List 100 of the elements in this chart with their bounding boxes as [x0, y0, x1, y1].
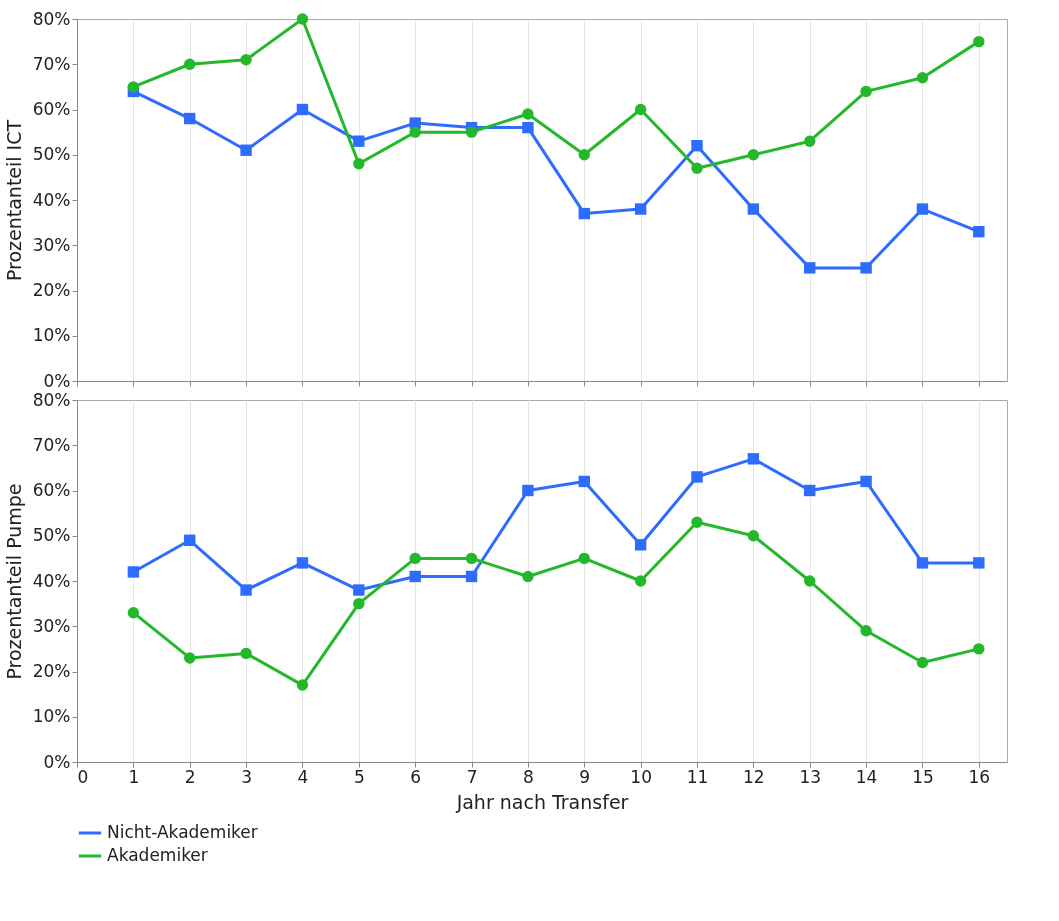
- point: [184, 652, 196, 664]
- point: [691, 516, 703, 528]
- y-tick-label: 10%: [32, 325, 71, 346]
- x-tick-label: 4: [297, 766, 309, 787]
- legend-label: Akademiker: [107, 845, 208, 865]
- x-tick-label: 9: [579, 766, 591, 787]
- x-tick-label: 2: [184, 766, 196, 787]
- y-tick-label: 0%: [43, 751, 71, 772]
- point: [240, 647, 252, 660]
- legend-label: Nicht-Akademiker: [107, 822, 258, 842]
- point: [353, 584, 365, 596]
- point: [296, 103, 309, 116]
- point: [465, 552, 478, 565]
- x-tick-label: 14: [855, 766, 878, 787]
- point: [127, 606, 140, 619]
- y-tick-label: 70%: [32, 434, 71, 455]
- x-tick-label: 8: [522, 766, 534, 787]
- point: [240, 144, 252, 156]
- point: [916, 203, 929, 215]
- point: [409, 552, 421, 565]
- x-tick-label: 6: [410, 766, 422, 787]
- point: [860, 475, 872, 488]
- point: [973, 225, 985, 238]
- x-tick-label: 0: [77, 766, 89, 787]
- point: [522, 121, 534, 134]
- y-tick-label: 60%: [32, 480, 71, 500]
- x-tick-label: 10: [630, 766, 652, 787]
- point: [353, 597, 365, 610]
- x-tick-label: 11: [686, 766, 709, 787]
- point: [240, 584, 252, 596]
- point: [522, 570, 534, 583]
- point: [353, 135, 365, 147]
- y-tick-label: 70%: [32, 53, 71, 74]
- point: [578, 207, 590, 220]
- y-tick-label: 30%: [32, 615, 71, 636]
- point: [747, 149, 760, 161]
- y-tick-label: 30%: [32, 234, 71, 255]
- x-tick-label: 5: [353, 766, 365, 787]
- y-tick-label: 20%: [32, 280, 71, 300]
- x-tick-label: 16: [968, 766, 991, 787]
- x-tick-label: 3: [241, 766, 252, 787]
- point: [860, 625, 872, 637]
- point: [747, 203, 760, 215]
- point: [578, 149, 590, 161]
- point: [127, 566, 140, 578]
- y-tick-label: 60%: [32, 99, 71, 119]
- y-tick-label: 50%: [32, 144, 71, 165]
- y-tick-label: 40%: [32, 570, 71, 591]
- point: [691, 140, 703, 152]
- point: [465, 570, 478, 583]
- point: [747, 530, 760, 542]
- point: [296, 679, 309, 691]
- point: [973, 35, 985, 48]
- y-tick-label: 20%: [32, 661, 71, 681]
- point: [634, 539, 647, 551]
- point: [634, 103, 647, 116]
- point: [409, 570, 421, 583]
- y-tick-label: 50%: [32, 525, 71, 546]
- point: [973, 557, 985, 569]
- point: [522, 108, 534, 120]
- point: [240, 54, 252, 66]
- point: [634, 575, 647, 587]
- point: [578, 475, 590, 488]
- y-tick-label: 10%: [32, 706, 71, 727]
- point: [860, 262, 872, 274]
- y-axis-title: Prozentanteil ICT: [2, 119, 25, 282]
- point: [860, 85, 872, 98]
- point: [578, 552, 590, 565]
- y-tick-label: 80%: [32, 389, 71, 410]
- point: [747, 453, 760, 465]
- x-axis-title: Jahr nach Transfer: [455, 790, 629, 813]
- point: [184, 112, 196, 125]
- point: [634, 203, 647, 215]
- point: [296, 557, 309, 569]
- x-tick-label: 7: [466, 766, 478, 787]
- point: [691, 471, 703, 483]
- point: [916, 72, 929, 84]
- point: [804, 135, 816, 147]
- y-tick-label: 0%: [43, 370, 71, 391]
- point: [409, 126, 421, 138]
- point: [804, 484, 816, 497]
- y-tick-label: 80%: [32, 8, 71, 29]
- point: [184, 58, 196, 70]
- point: [522, 484, 534, 497]
- point: [973, 643, 985, 655]
- point: [465, 126, 478, 138]
- point: [691, 162, 703, 175]
- point: [804, 262, 816, 274]
- x-tick-label: 15: [912, 766, 934, 787]
- point: [184, 534, 196, 546]
- point: [916, 557, 929, 569]
- point: [296, 13, 309, 25]
- y-tick-label: 40%: [32, 189, 71, 210]
- point: [916, 656, 929, 669]
- x-tick-label: 13: [799, 766, 822, 787]
- point: [127, 81, 140, 93]
- x-tick-label: 12: [743, 766, 765, 787]
- point: [353, 158, 365, 170]
- y-axis-title: Prozentanteil Pumpe: [2, 483, 25, 680]
- point: [804, 575, 816, 587]
